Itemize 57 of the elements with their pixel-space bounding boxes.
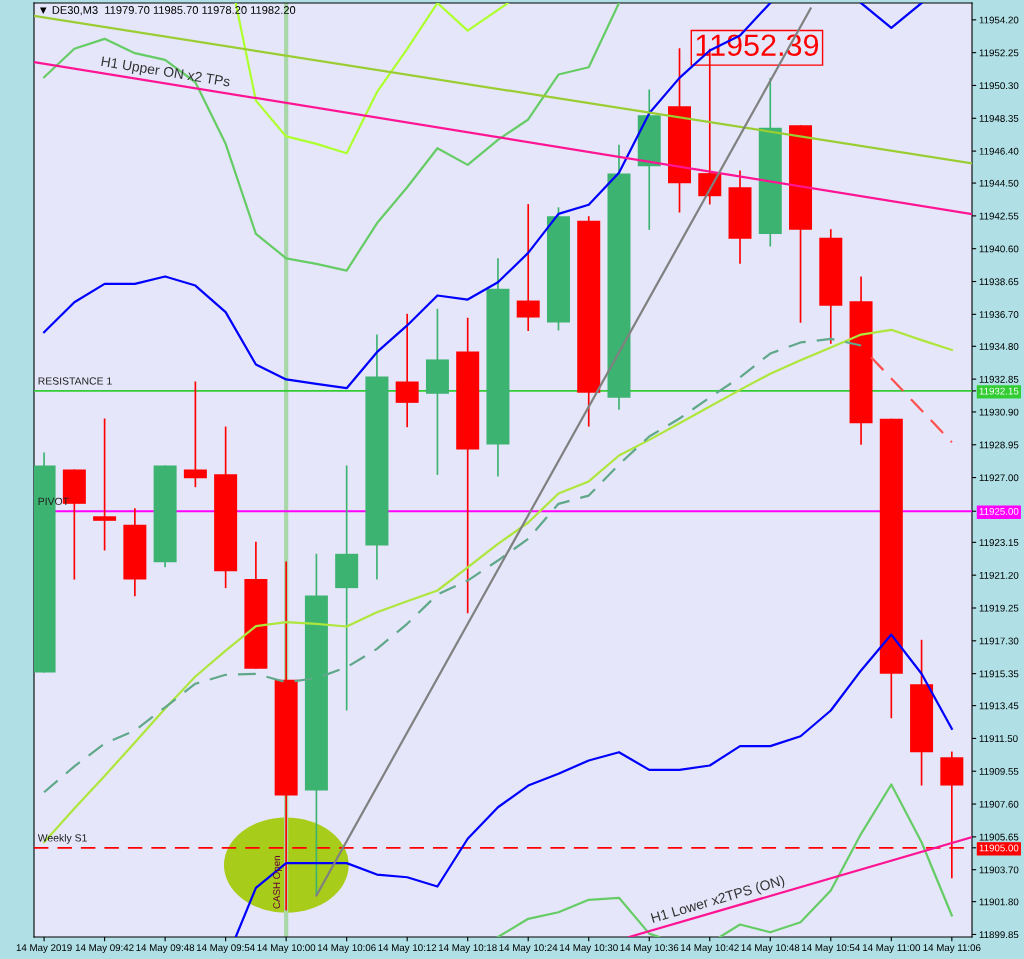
x-tick-label: 14 May 10:36 bbox=[620, 944, 679, 954]
x-tick-label: 14 May 2019 bbox=[16, 944, 72, 954]
y-tick-label: 11899.85 bbox=[979, 931, 1019, 939]
y-tick-label: 11938.65 bbox=[979, 278, 1019, 286]
x-tick-label: 14 May 10:42 bbox=[681, 944, 739, 954]
y-tick-label: 11905.00 bbox=[979, 844, 1019, 852]
y-tick-label: 11915.35 bbox=[979, 670, 1019, 678]
y-tick-label: 11940.60 bbox=[979, 245, 1019, 253]
x-tick-label: 14 May 09:42 bbox=[75, 944, 134, 954]
y-tick-label: 11923.15 bbox=[979, 539, 1019, 546]
ref-line-label: CASH Open bbox=[273, 856, 282, 909]
y-tick-label: 11927.00 bbox=[979, 474, 1019, 482]
line-series bbox=[234, 633, 953, 937]
x-tick-label: 14 May 11:00 bbox=[862, 944, 921, 954]
y-tick-label: 11952.25 bbox=[979, 49, 1019, 57]
y-tick-label: 11954.20 bbox=[979, 16, 1019, 24]
y-tick-label: 11925.00 bbox=[979, 507, 1019, 515]
y-tick-label: 11919.25 bbox=[979, 604, 1019, 612]
y-tick-label: 11944.50 bbox=[979, 179, 1019, 187]
candlestick bbox=[93, 417, 117, 552]
x-tick-label: 14 May 10:54 bbox=[802, 944, 860, 954]
x-tick-label: 14 May 09:54 bbox=[196, 944, 255, 954]
y-tick-label: 11921.20 bbox=[979, 571, 1019, 579]
line-series bbox=[42, 3, 621, 272]
y-tick-label: 11930.90 bbox=[979, 408, 1019, 416]
y-tick-label: 11948.35 bbox=[979, 115, 1019, 122]
candlestick bbox=[183, 380, 207, 489]
y-tick-label: 11903.70 bbox=[979, 866, 1019, 874]
x-tick-label: 14 May 10:18 bbox=[438, 944, 497, 954]
x-tick-label: 14 May 10:48 bbox=[741, 944, 800, 954]
y-tick-label: 11928.95 bbox=[979, 441, 1019, 449]
x-tick-label: 14 May 10:06 bbox=[317, 944, 376, 954]
y-tick-label: 11950.30 bbox=[979, 82, 1019, 90]
y-tick-label: 11932.85 bbox=[979, 375, 1019, 383]
y-tick-label: 11909.55 bbox=[979, 767, 1019, 775]
y-tick-label: 11932.15 bbox=[979, 387, 1019, 395]
y-tick-label: 11934.80 bbox=[979, 343, 1019, 350]
y-tick-label: 11936.70 bbox=[979, 311, 1019, 318]
x-tick-label: 14 May 11:06 bbox=[923, 944, 981, 954]
x-tick-label: 14 May 09:48 bbox=[136, 944, 195, 954]
y-tick-label: 11946.40 bbox=[979, 147, 1019, 155]
text: H1 Lower x2TPS (ON) bbox=[650, 874, 786, 926]
text: H1 Upper ON x2 TPs bbox=[100, 56, 231, 90]
y-tick-label: 11913.45 bbox=[979, 702, 1019, 710]
y-tick-label: 11917.30 bbox=[979, 637, 1019, 645]
ref-line-label: RESISTANCE 1 bbox=[38, 377, 112, 385]
y-tick-label: 11942.55 bbox=[979, 212, 1019, 220]
x-tick-label: 14 May 10:30 bbox=[560, 944, 618, 954]
x-tick-label: 14 May 10:24 bbox=[499, 944, 558, 954]
candlestick bbox=[516, 203, 540, 332]
y-tick-label: 11911.50 bbox=[979, 735, 1018, 743]
y-tick-label: 11907.60 bbox=[979, 800, 1019, 808]
candlestick bbox=[395, 312, 419, 429]
y-tick-label: 11905.65 bbox=[979, 833, 1019, 841]
y-tick-label: 11901.80 bbox=[979, 898, 1019, 906]
x-tick-label: 14 May 10:00 bbox=[257, 944, 316, 954]
x-tick-label: 14 May 10:12 bbox=[378, 944, 437, 954]
